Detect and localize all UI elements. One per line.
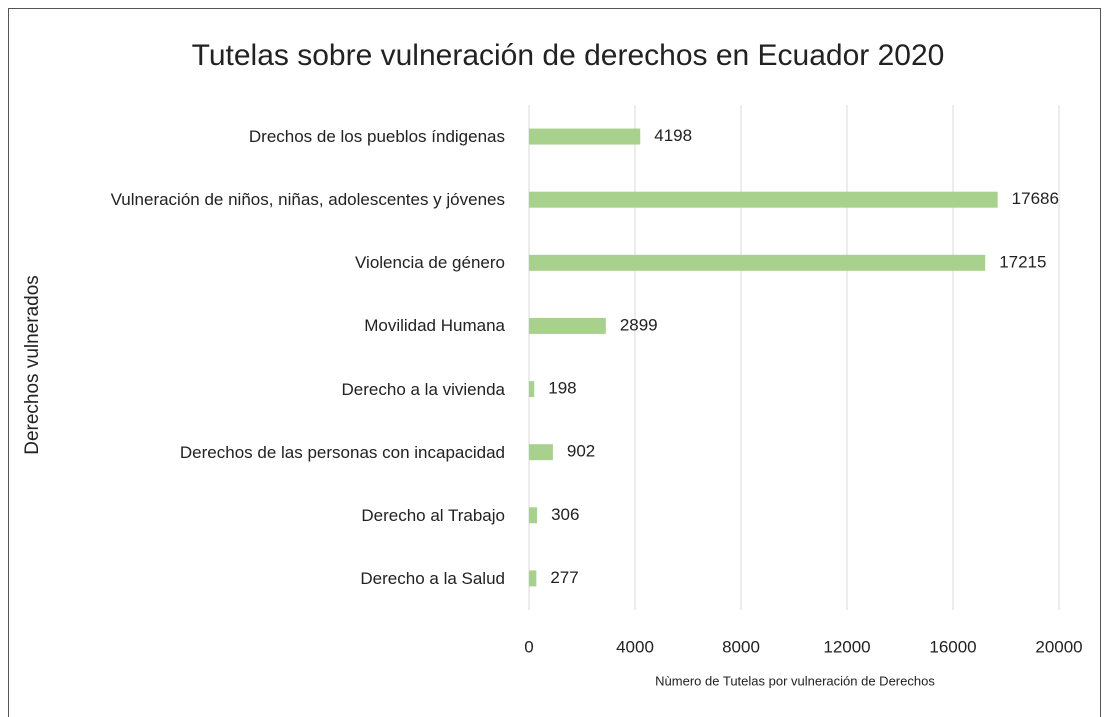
y-tick-label-box: Derechos de las personas con incapacidad [60,422,505,482]
x-tick-label: 0 [524,637,533,656]
y-tick-label-box: Derecho a la vivienda [60,359,505,419]
y-tick-label: Derecho a la Salud [360,568,505,588]
y-tick-label: Vulneración de niños, niñas, adolescente… [110,190,505,210]
y-tick-label: Violencia de género [355,253,505,273]
x-tick-label: 8000 [722,637,760,656]
y-tick-label-box: Drechos de los pueblos índigenas [60,107,505,167]
y-tick-label-box: Derecho a la Salud [60,548,505,608]
bar [529,317,606,334]
bar [529,254,986,271]
y-tick-label-box: Vulneración de niños, niñas, adolescente… [60,170,505,230]
x-tick-label: 16000 [929,637,976,656]
y-tick-label: Movilidad Humana [364,316,505,336]
data-label: 277 [550,568,578,587]
data-label: 306 [551,505,579,524]
data-label: 902 [567,442,595,461]
bar [529,570,537,587]
x-tick-label: 20000 [1035,637,1082,656]
bar [529,444,553,461]
x-axis-title: Nùmero de Tutelas por vulneración de Der… [655,673,935,688]
chart-border [8,8,1101,717]
y-tick-label-box: Derecho al Trabajo [60,485,505,545]
y-tick-label-box: Violencia de género [60,233,505,293]
data-label: 17215 [999,252,1046,271]
data-label: 198 [548,379,576,398]
chart-title: Tutelas sobre vulneración de derechos en… [192,39,945,72]
x-tick-label: 12000 [823,637,870,656]
data-label: 2899 [620,315,658,334]
y-tick-label: Drechos de los pueblos índigenas [248,127,505,147]
data-label: 4198 [654,126,692,145]
data-label: 17686 [1012,189,1059,208]
y-tick-label: Derechos de las personas con incapacidad [179,442,505,462]
bar [529,507,538,524]
y-tick-label: Derecho al Trabajo [361,505,505,525]
bar [529,381,535,398]
bar [529,128,641,145]
y-tick-label: Derecho a la vivienda [341,379,505,399]
x-tick-label: 4000 [616,637,654,656]
y-tick-label-box: Movilidad Humana [60,296,505,356]
bar [529,191,998,208]
y-axis-title: Derechos vulnerados [22,275,43,455]
